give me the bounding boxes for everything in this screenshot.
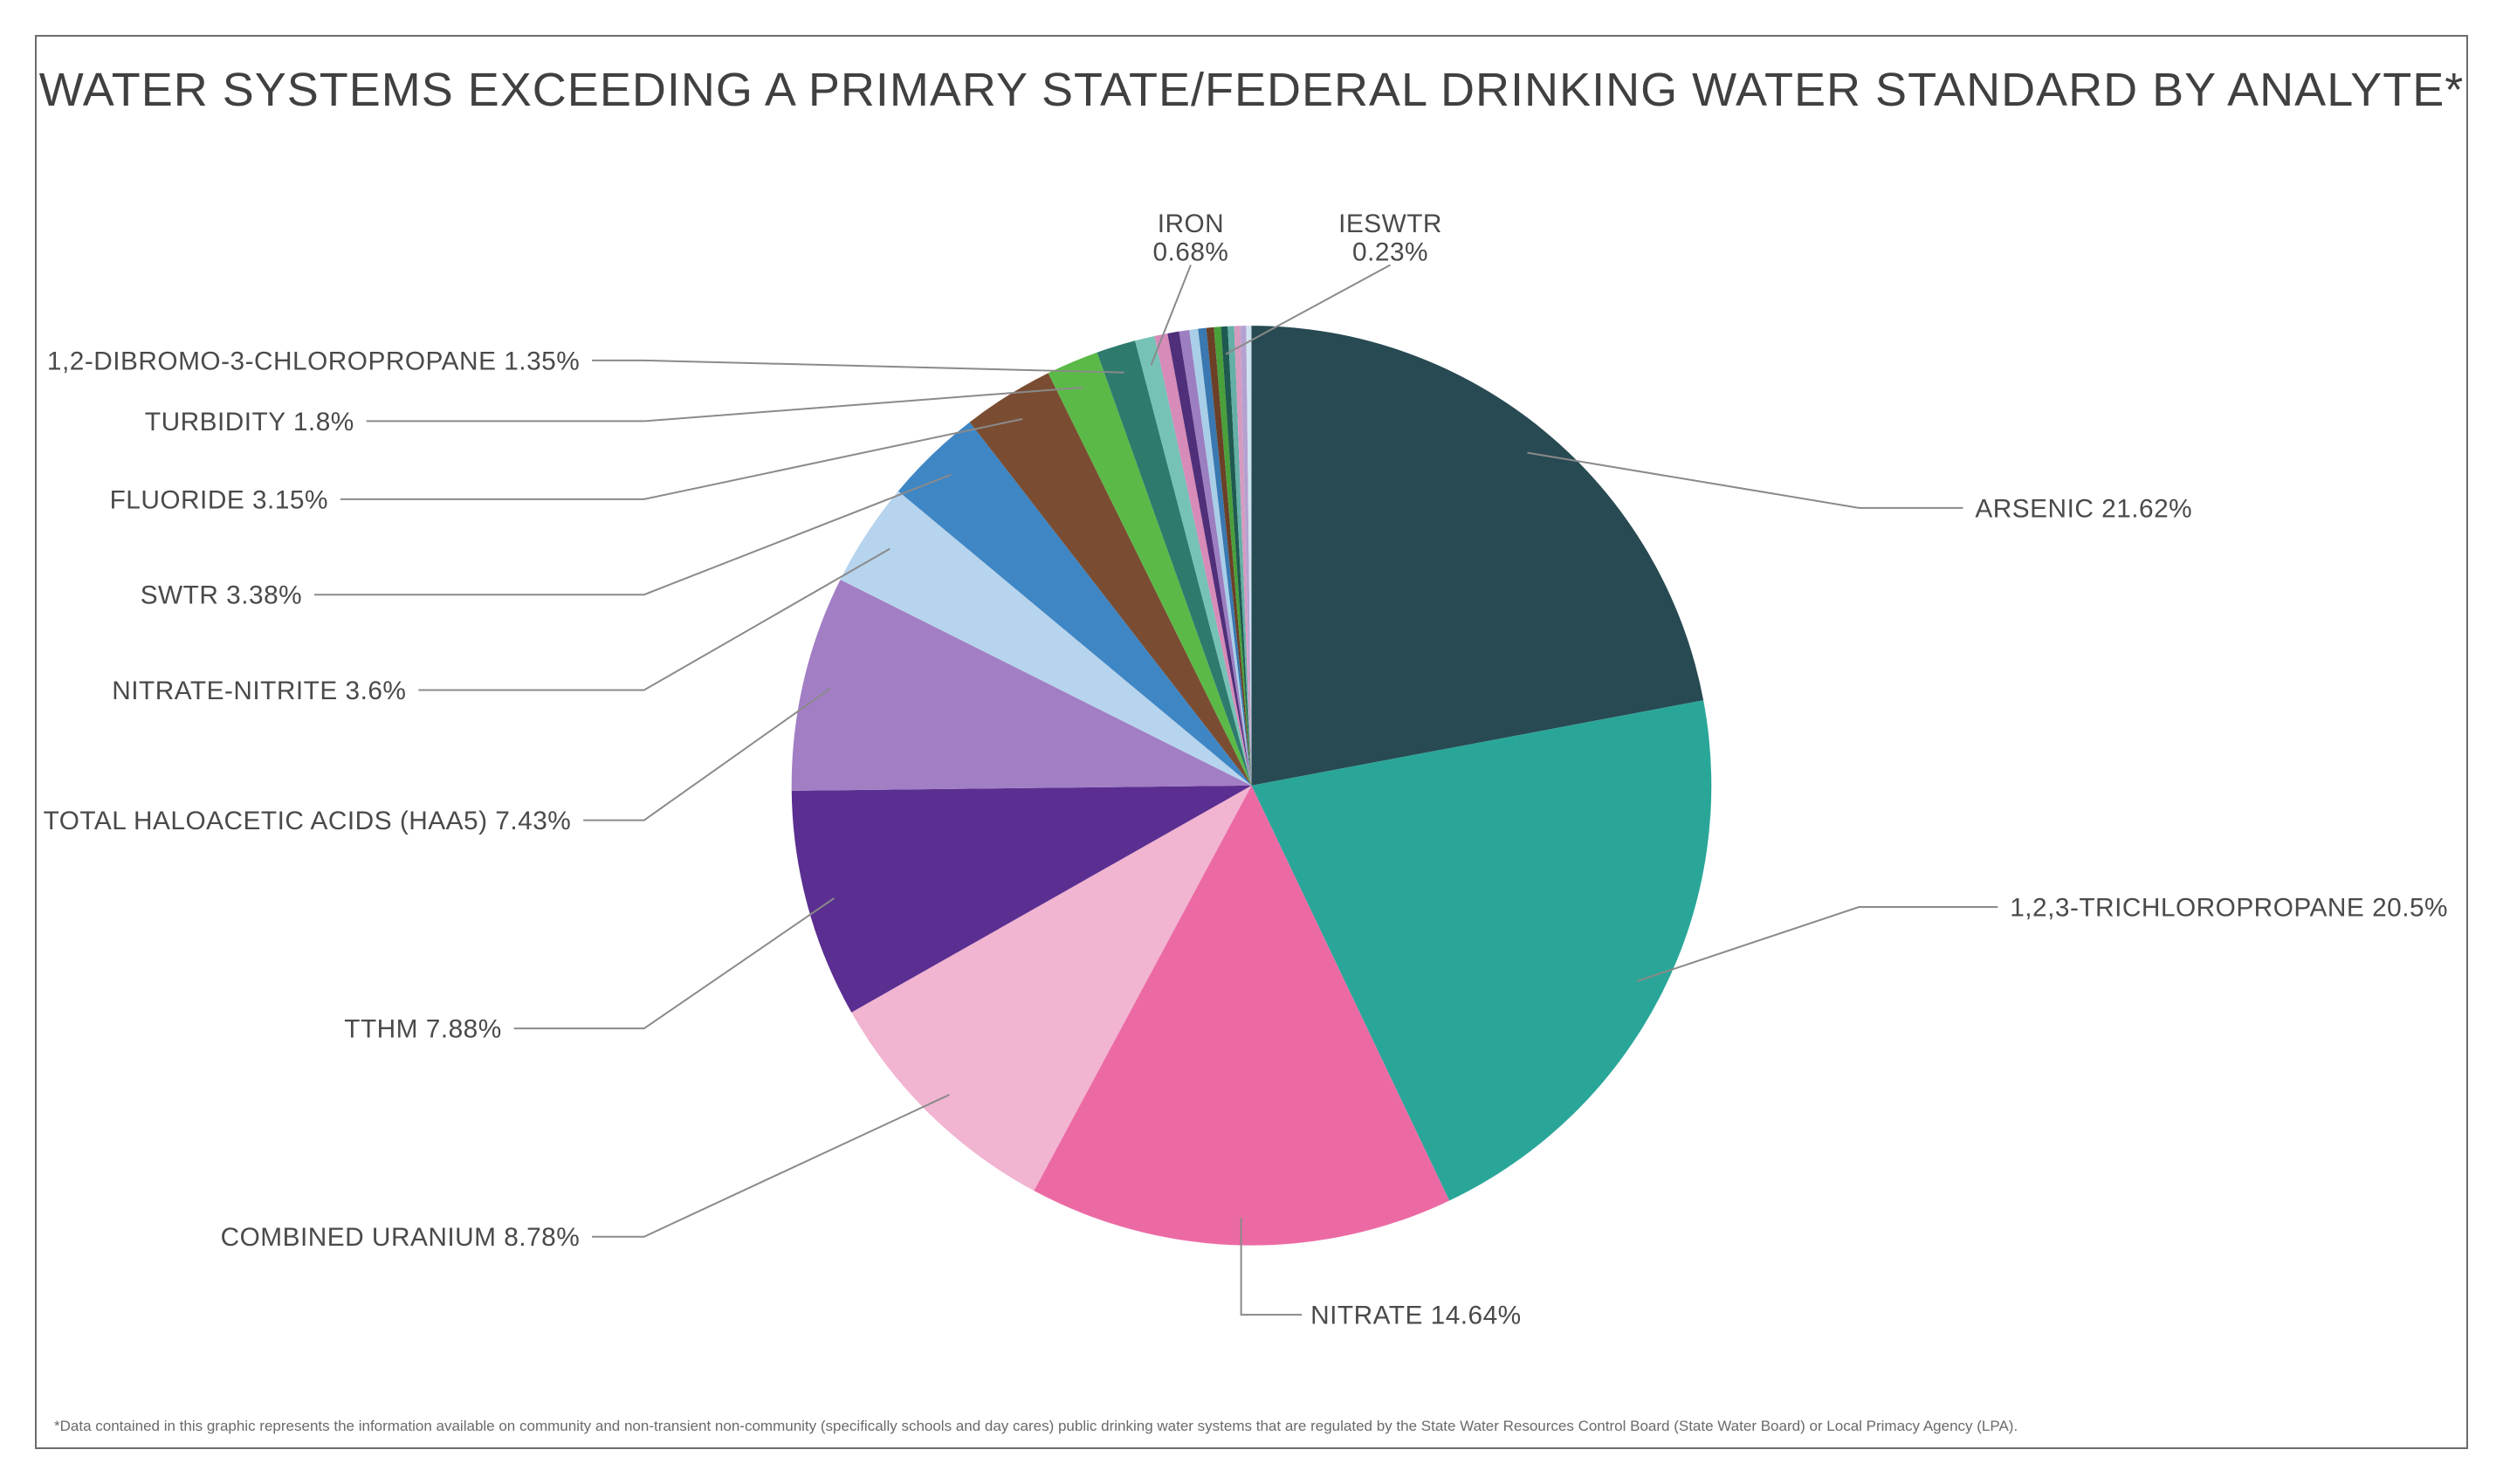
- pie-slice-label: 0.68%: [1152, 238, 1228, 267]
- pie-slice-label: IESWTR: [1338, 210, 1442, 238]
- pie-slice-label: 1,2,3-TRICHLOROPROPANE 20.5%: [2010, 893, 2448, 922]
- pie-slice-label: SWTR 3.38%: [141, 581, 302, 610]
- pie-slice-label: 1,2-DIBROMO-3-CHLOROPROPANE 1.35%: [47, 347, 580, 375]
- pie-leader-line: [592, 361, 1124, 373]
- pie-slice-label: NITRATE-NITRITE 3.6%: [112, 677, 406, 705]
- pie-slice-label: 0.23%: [1352, 238, 1428, 267]
- chart-frame: WATER SYSTEMS EXCEEDING A PRIMARY STATE/…: [35, 35, 2468, 1449]
- pie-leader-line: [514, 898, 835, 1028]
- pie-slice-label: IRON: [1158, 210, 1224, 238]
- pie-slice-label: COMBINED URANIUM 8.78%: [221, 1223, 581, 1252]
- pie-slice-label: FLUORIDE 3.15%: [110, 485, 328, 514]
- chart-footnote: *Data contained in this graphic represen…: [54, 1418, 2449, 1435]
- pie-slice-label: TTHM 7.88%: [344, 1015, 501, 1044]
- pie-slice-label: NITRATE 14.64%: [1310, 1302, 1522, 1330]
- pie-chart-svg: ARSENIC 21.62% 1,2,3-TRICHLOROPROPANE 20.…: [37, 141, 2466, 1395]
- pie-slice-label: ARSENIC 21.62%: [1975, 494, 2192, 523]
- pie-slices: [792, 326, 1712, 1246]
- pie-leader-line: [367, 388, 1083, 422]
- chart-title: WATER SYSTEMS EXCEEDING A PRIMARY STATE/…: [37, 63, 2466, 117]
- pie-slice-label: TOTAL HALOACETIC ACIDS (HAA5) 7.43%: [44, 807, 572, 835]
- chart-area: ARSENIC 21.62% 1,2,3-TRICHLOROPROPANE 20.…: [37, 141, 2466, 1395]
- page-root: WATER SYSTEMS EXCEEDING A PRIMARY STATE/…: [0, 0, 2503, 1484]
- pie-leader-line: [592, 1095, 949, 1237]
- pie-slice-label: TURBIDITY 1.8%: [145, 408, 354, 436]
